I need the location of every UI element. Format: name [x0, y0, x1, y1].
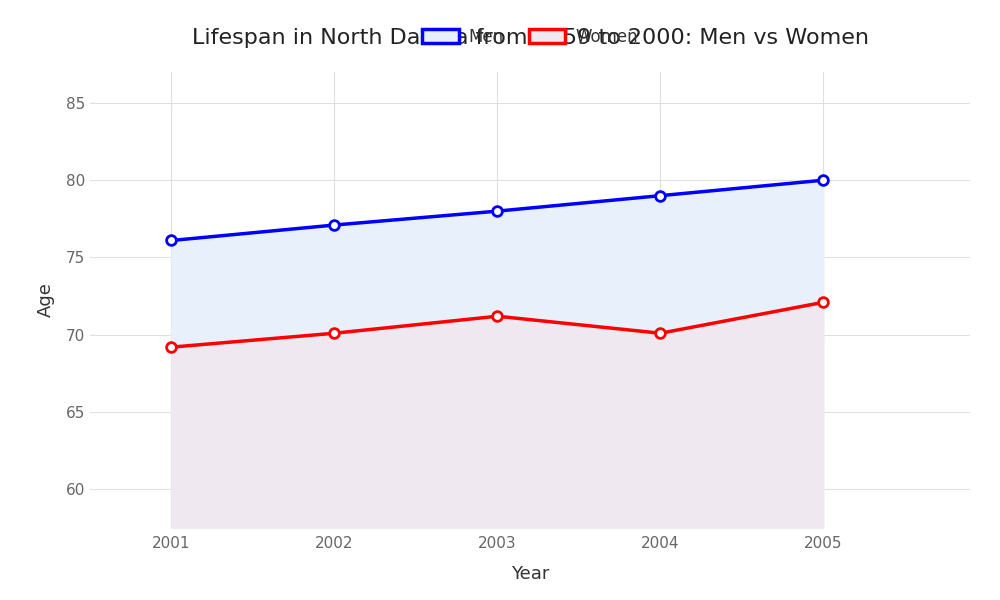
Legend: Men, Women: Men, Women	[415, 21, 645, 52]
X-axis label: Year: Year	[511, 565, 549, 583]
Title: Lifespan in North Dakota from 1959 to 2000: Men vs Women: Lifespan in North Dakota from 1959 to 20…	[192, 28, 868, 48]
Y-axis label: Age: Age	[37, 283, 55, 317]
